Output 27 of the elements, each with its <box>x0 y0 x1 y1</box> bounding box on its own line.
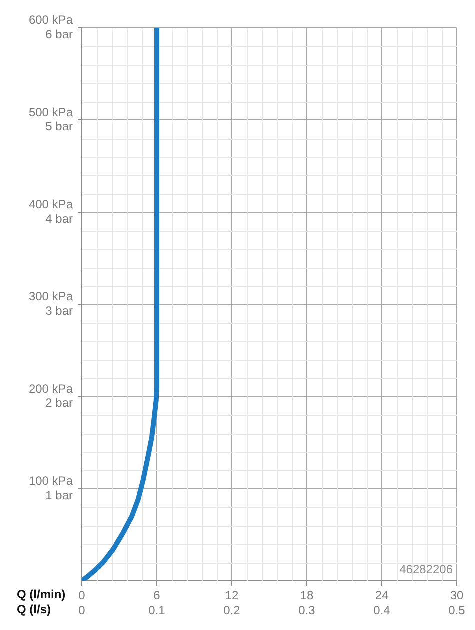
y2-tick-label: 5 bar <box>46 120 73 134</box>
y-tick-label: 500 kPa <box>28 105 74 120</box>
y2-tick-label: 6 bar <box>46 28 73 42</box>
y-tick-label: 300 kPa <box>28 290 74 304</box>
x2-tick-label: 0 <box>78 604 86 618</box>
x-tick-label: 6 <box>154 588 161 603</box>
y-tick-label: 600 kPa <box>28 13 74 28</box>
x-axis-title: Q (l/min) <box>17 587 66 602</box>
x2-tick-label: 0.3 <box>298 604 316 618</box>
y-tick-label: 100 kPa <box>28 474 74 488</box>
y2-tick-label: 2 bar <box>46 396 73 410</box>
x-tick-label: 18 <box>300 588 314 603</box>
x2-axis-title: Q (l/s) <box>17 602 52 616</box>
y-tick-label: 200 kPa <box>28 382 74 396</box>
y2-tick-label: 1 bar <box>46 488 73 502</box>
y2-tick-label: 4 bar <box>46 212 73 226</box>
x-tick-label: 30 <box>450 588 464 603</box>
x2-tick-label: 0.1 <box>148 604 166 618</box>
x2-tick-label: 0.2 <box>224 604 241 618</box>
x2-tick-label: 0.4 <box>374 604 391 618</box>
x-tick-label: 24 <box>375 588 389 603</box>
x-tick-label: 12 <box>225 588 239 603</box>
x2-tick-label: 0.5 <box>448 604 466 618</box>
annotation: 46282206 <box>400 562 454 576</box>
y2-tick-label: 3 bar <box>46 304 73 318</box>
x-tick-label: 0 <box>78 588 86 603</box>
y-tick-label: 400 kPa <box>28 197 74 212</box>
